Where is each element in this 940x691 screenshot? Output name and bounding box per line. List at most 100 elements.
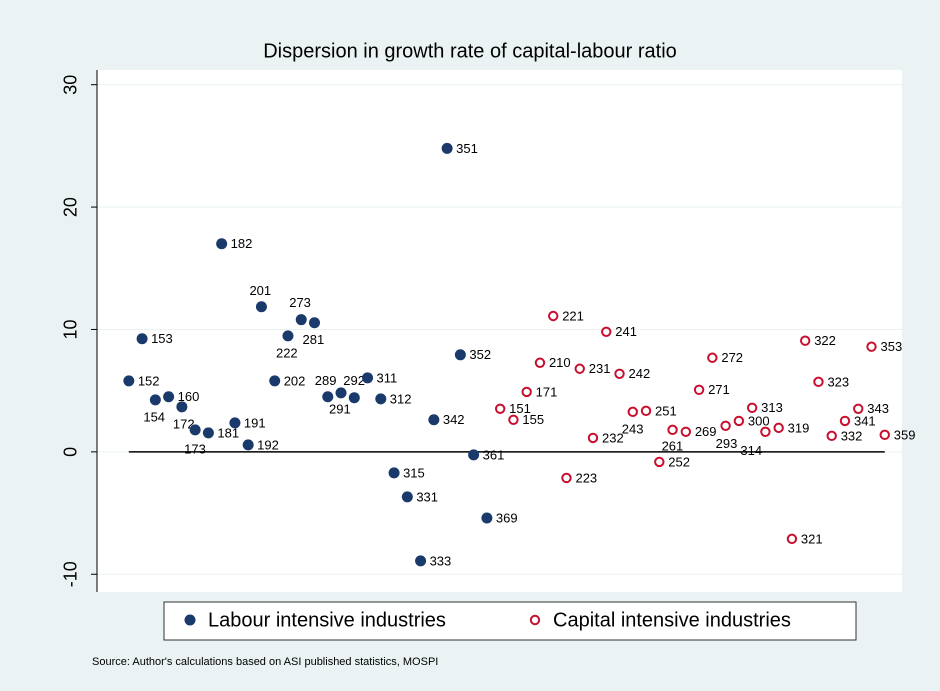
point-label: 242: [629, 366, 651, 381]
point: [388, 467, 400, 479]
point-label: 272: [721, 350, 743, 365]
point-label: 192: [257, 437, 279, 452]
point-label: 232: [602, 430, 624, 445]
point-label: 359: [894, 427, 916, 442]
point-label: 343: [867, 401, 889, 416]
point-label: 160: [178, 389, 200, 404]
point: [853, 403, 864, 414]
point: [773, 422, 784, 434]
point: [295, 314, 307, 326]
point-label: 155: [522, 412, 544, 427]
point: [548, 310, 559, 322]
point: [216, 238, 228, 250]
point: [163, 391, 175, 403]
point-label: 221: [562, 308, 584, 323]
y-tick-label: 0: [61, 447, 81, 457]
point: [322, 391, 334, 403]
point-label: 291: [329, 401, 351, 416]
point-label: 342: [443, 412, 465, 427]
point: [375, 393, 387, 405]
point: [826, 430, 837, 442]
plot-area: [97, 70, 902, 592]
point-label: 172: [173, 416, 195, 431]
point-label: 153: [151, 331, 173, 346]
point-label: 269: [695, 424, 717, 439]
point-label: 273: [289, 295, 311, 310]
point-label: 252: [668, 454, 690, 469]
point-label: 231: [589, 361, 611, 376]
point-label: 222: [276, 345, 298, 360]
point-label: 173: [184, 441, 206, 456]
point: [176, 401, 188, 413]
y-tick-label: -10: [61, 561, 81, 587]
point-label: 241: [615, 324, 637, 339]
point-label: 243: [622, 421, 644, 436]
legend-label: Labour intensive industries: [208, 609, 446, 631]
point: [335, 387, 347, 399]
point-label: 181: [217, 425, 239, 440]
point-label: 312: [390, 391, 412, 406]
point: [866, 341, 877, 352]
point: [720, 420, 731, 431]
point: [308, 317, 320, 329]
point: [654, 456, 665, 468]
point: [468, 449, 480, 461]
point-label: 300: [748, 413, 770, 428]
point: [799, 335, 811, 346]
point-label: 361: [483, 447, 505, 462]
point: [348, 392, 360, 404]
point: [640, 405, 652, 417]
source-note: Source: Author's calculations based on A…: [92, 656, 438, 668]
point-label: 315: [403, 465, 425, 480]
point-label: 191: [244, 415, 266, 430]
point: [401, 491, 413, 503]
point: [601, 326, 612, 337]
point: [667, 424, 678, 436]
point-label: 293: [716, 436, 738, 451]
point: [760, 426, 771, 437]
point-label: 311: [377, 370, 398, 385]
point-label: 341: [854, 413, 876, 428]
point: [481, 512, 493, 524]
point: [879, 429, 890, 441]
point: [454, 349, 466, 361]
point: [123, 375, 135, 387]
point-label: 171: [536, 384, 558, 399]
point: [149, 394, 161, 406]
point-label: 182: [231, 236, 253, 251]
legend-marker: [184, 614, 196, 626]
point: [839, 415, 851, 427]
point-label: 321: [801, 531, 823, 546]
point-label: 313: [761, 400, 783, 415]
point-label: 292: [343, 373, 365, 388]
point: [269, 375, 281, 387]
point-label: 201: [249, 283, 271, 298]
point: [441, 142, 453, 154]
point: [680, 426, 692, 437]
point: [242, 439, 254, 451]
legend: [163, 601, 857, 641]
chart-title: Dispersion in growth rate of capital-lab…: [263, 40, 677, 62]
point-label: 151: [509, 401, 531, 416]
point-label: 319: [788, 420, 810, 435]
point: [746, 402, 758, 414]
point-label: 289: [315, 373, 337, 388]
point-label: 210: [549, 355, 571, 370]
point: [136, 333, 148, 345]
point-label: 261: [662, 438, 684, 453]
point-label: 202: [284, 373, 306, 388]
point: [202, 427, 214, 439]
point: [415, 555, 427, 567]
point: [255, 301, 267, 313]
point: [229, 417, 241, 429]
point-label: 352: [469, 347, 491, 362]
point: [561, 472, 572, 484]
point: [786, 533, 798, 545]
point-label: 332: [841, 428, 863, 443]
point-label: 281: [302, 332, 324, 347]
y-tick-label: 30: [61, 75, 81, 95]
point: [587, 432, 599, 444]
point: [614, 368, 625, 379]
point-label: 314: [740, 443, 762, 458]
point-label: 152: [138, 373, 160, 388]
